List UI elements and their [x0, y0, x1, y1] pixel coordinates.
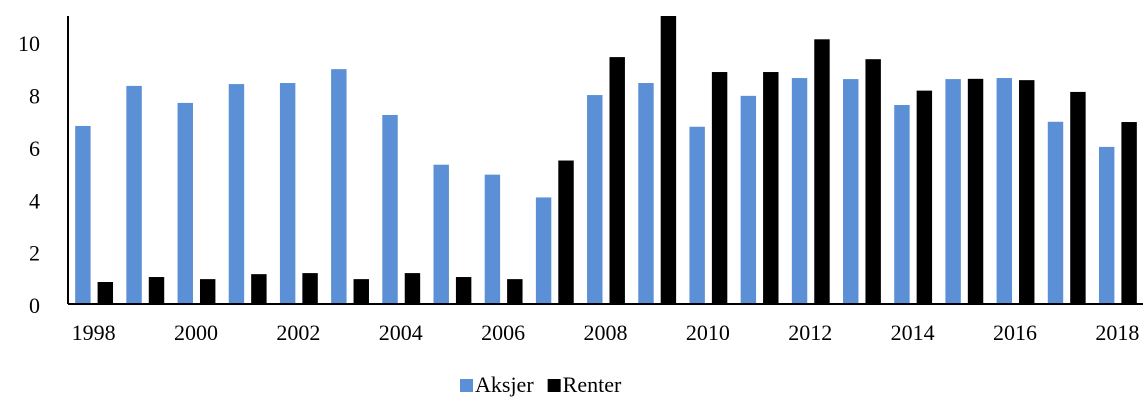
x-tick-label: 2000	[174, 320, 218, 345]
y-tick-label: 8	[29, 84, 40, 109]
y-tick-label: 4	[29, 188, 40, 213]
legend-swatch	[547, 379, 561, 392]
bar	[251, 274, 267, 304]
legend-swatch	[460, 379, 473, 392]
bar	[843, 79, 859, 305]
bar	[945, 79, 961, 305]
bar	[609, 57, 625, 304]
x-tick-label: 2012	[788, 320, 832, 345]
bar	[660, 16, 677, 304]
bar	[331, 69, 347, 304]
bar	[177, 102, 193, 304]
bar	[199, 279, 216, 304]
bar	[126, 85, 142, 304]
bar	[865, 59, 881, 305]
bar	[302, 273, 318, 304]
bar	[433, 164, 449, 304]
bar	[814, 39, 830, 304]
bar	[1098, 146, 1115, 304]
x-tick-label: 1998	[72, 320, 116, 345]
bar	[1019, 80, 1035, 305]
bar	[763, 72, 779, 305]
bar	[484, 174, 501, 304]
bar	[148, 277, 165, 304]
bar	[404, 273, 421, 304]
bar	[638, 83, 654, 304]
y-tick-label: 0	[29, 293, 40, 318]
x-tick-label: 2018	[1095, 320, 1139, 345]
bar	[916, 90, 933, 304]
bar	[75, 125, 91, 304]
bar	[740, 95, 757, 304]
x-tick-label: 2016	[993, 320, 1037, 345]
bar	[967, 78, 984, 304]
x-tick-label: 2010	[686, 320, 730, 345]
bar	[791, 78, 808, 305]
bar	[353, 279, 369, 304]
y-tick-label: 2	[29, 241, 40, 266]
bar	[711, 72, 728, 305]
y-tick-label: 10	[18, 31, 40, 56]
bar	[894, 105, 910, 304]
bar	[689, 126, 705, 305]
x-tick-label: 2014	[891, 320, 935, 345]
y-tick-label: 6	[29, 136, 40, 161]
bar	[97, 282, 114, 304]
bar	[558, 160, 574, 304]
legend-label: Aksjer	[475, 372, 534, 397]
x-tick-label: 2006	[481, 320, 525, 345]
bar	[455, 277, 472, 304]
x-tick-label: 2002	[276, 320, 320, 345]
legend-label: Renter	[563, 372, 622, 397]
bar	[382, 114, 398, 304]
bar	[1070, 91, 1086, 304]
x-tick-label: 2004	[379, 320, 423, 345]
bar	[996, 78, 1013, 305]
bar	[1047, 121, 1064, 305]
bar	[279, 83, 296, 304]
bar	[228, 84, 245, 304]
bar	[507, 279, 523, 304]
bar	[1121, 122, 1137, 304]
bar	[587, 95, 603, 304]
bar	[535, 197, 552, 304]
x-tick-label: 2008	[584, 320, 628, 345]
